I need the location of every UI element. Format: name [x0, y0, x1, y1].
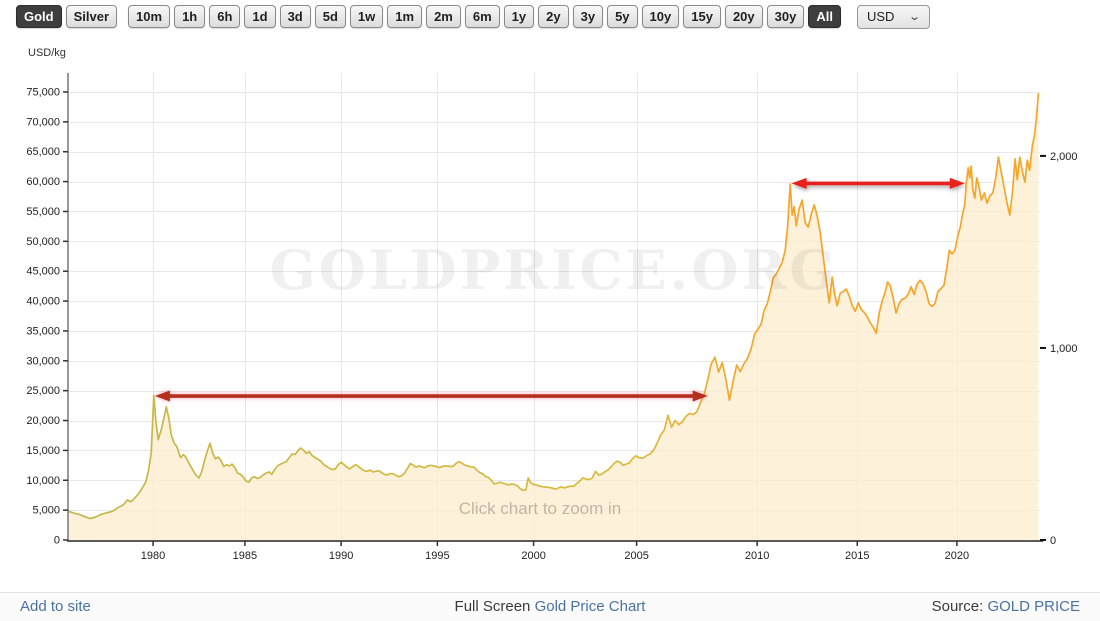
y-axis-tick-label: 55,000	[26, 206, 60, 218]
btn-3d[interactable]: 3d	[279, 5, 311, 28]
btn-5y[interactable]: 5y	[607, 5, 638, 28]
price-plot[interactable]: 0 5,000 10,000 15,000 20,000 25,000 30,000 35,0…	[0, 34, 1100, 592]
y-axis-tick-label: 45,000	[26, 266, 60, 278]
btn-1h[interactable]: 1h	[174, 5, 206, 28]
btn-15y[interactable]: 15y	[683, 5, 721, 28]
btn-30y[interactable]: 30y	[766, 5, 805, 28]
y-axis-tick-label: 70,000	[26, 116, 60, 128]
btn-2m[interactable]: 2m	[426, 5, 461, 28]
y-axis-tick-label: 40,000	[26, 296, 60, 308]
y-axis-tick-label: 0	[54, 535, 60, 547]
y-axis-tick-label: 65,000	[26, 146, 60, 158]
x-axis-tick-label: 2010	[745, 550, 769, 562]
currency-value: USD	[866, 9, 895, 24]
x-axis-tick-label: 2000	[521, 550, 545, 562]
x-axis-tick-label: 1980	[141, 550, 165, 562]
btn-1d[interactable]: 1d	[244, 5, 276, 28]
source-label: Source:	[931, 598, 984, 615]
toolbar: Gold Silver 10m 1h 6h 1d 3d 5d 1w 1m 2m 6m 1y 2y 3y 5y 1…	[0, 0, 1100, 39]
chevron-down-icon: ⌄	[908, 11, 922, 23]
footer: Add to site Full Screen Gold Price Chart…	[0, 592, 1100, 621]
y-axis-tick-label: 60,000	[26, 176, 60, 188]
y-axis-tick-label: 75,000	[26, 87, 60, 99]
y-axis-tick-label: 30,000	[26, 355, 60, 367]
btn-1m[interactable]: 1m	[387, 5, 423, 28]
range-button-group: Gold Silver 10m 1h 6h 1d 3d 5d 1w 1m 2m 6m 1y 2y 3y 5y 1…	[16, 5, 845, 28]
currency-select[interactable]: USD ⌄	[856, 5, 930, 29]
y-axis-tick-label: 10,000	[26, 475, 60, 487]
btn-1y[interactable]: 1y	[503, 5, 535, 28]
right-axis-tick-label: 2,000	[1050, 151, 1078, 163]
y-axis-tick-label: 20,000	[26, 415, 60, 427]
btn-silver[interactable]: Silver	[65, 5, 118, 28]
right-axis-tick-label: 1,000	[1050, 343, 1078, 355]
btn-1w[interactable]: 1w	[349, 5, 384, 28]
y-axis-tick-label: 35,000	[26, 325, 60, 337]
y-axis-tick-label: 15,000	[26, 445, 60, 457]
full-screen-label: Full Screen	[454, 598, 531, 615]
axes	[63, 73, 1046, 546]
x-axis-tick-label: 1990	[329, 550, 353, 562]
y-axis-tick-label: 50,000	[26, 236, 60, 248]
x-axis-tick-label: 1995	[425, 550, 449, 562]
annotation-arrow-2	[791, 177, 965, 189]
btn-20y[interactable]: 20y	[724, 5, 763, 28]
btn-6m[interactable]: 6m	[464, 5, 500, 28]
x-axis-tick-label: 2015	[845, 550, 869, 562]
btn-2y[interactable]: 2y	[538, 5, 569, 28]
y-axis-unit-label: USD/kg	[28, 47, 66, 59]
x-axis-tick-label: 2005	[624, 550, 648, 562]
add-to-site-link[interactable]: Add to site	[20, 598, 91, 615]
gold-price-area	[68, 93, 1039, 540]
btn-10m[interactable]: 10m	[128, 5, 171, 28]
btn-3y[interactable]: 3y	[572, 5, 604, 28]
right-axis-tick-label: 0	[1050, 535, 1056, 547]
btn-all[interactable]: All	[808, 5, 841, 28]
gold-price-chart-link[interactable]: Gold Price Chart	[534, 598, 646, 615]
btn-gold[interactable]: Gold	[16, 5, 62, 28]
btn-5d[interactable]: 5d	[314, 5, 346, 28]
x-axis-tick-label: 2020	[945, 550, 969, 562]
source-link[interactable]: GOLD PRICE	[987, 598, 1080, 615]
btn-6h[interactable]: 6h	[209, 5, 241, 28]
btn-10y[interactable]: 10y	[641, 5, 680, 28]
chart-area: 0 5,000 10,000 15,000 20,000 25,000 30,000 35,0…	[0, 34, 1100, 592]
y-axis-tick-label: 5,000	[32, 505, 60, 517]
y-axis-tick-label: 25,000	[26, 385, 60, 397]
x-axis-tick-label: 1985	[233, 550, 257, 562]
gold-price-line	[68, 93, 1040, 520]
annotation-arrow-1	[154, 390, 708, 402]
